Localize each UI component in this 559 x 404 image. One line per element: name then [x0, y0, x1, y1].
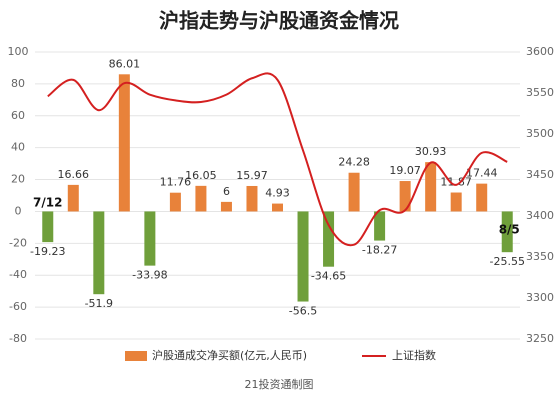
data-label: 16.66: [58, 168, 90, 181]
data-label: -33.98: [132, 269, 167, 282]
data-label: -51.9: [85, 297, 113, 310]
bar: [323, 211, 335, 267]
y-tick-label: 40: [11, 141, 25, 154]
legend-label: 上证指数: [392, 348, 436, 362]
legend-label: 沪股通成交净买额(亿元,人民币): [152, 348, 307, 362]
bar: [399, 181, 411, 212]
data-label: 19.07: [389, 164, 421, 177]
data-label: -19.23: [30, 245, 65, 258]
y-tick-label: 60: [11, 109, 25, 122]
data-label: 86.01: [109, 57, 141, 70]
bar: [246, 185, 258, 212]
y-tick-label: 20: [11, 173, 25, 186]
y-tick-label: -20: [9, 236, 27, 249]
data-label: -25.55: [490, 255, 525, 268]
bar: [476, 183, 488, 212]
data-label: -56.5: [289, 305, 317, 318]
bar: [374, 211, 386, 241]
chart-title: 沪指走势与沪股通资金情况: [159, 9, 399, 33]
data-label: 6: [223, 185, 230, 198]
y-tick-label: 100: [8, 45, 29, 58]
bar: [67, 184, 79, 212]
source: 21投资通制图: [245, 377, 314, 391]
x-tick-label: 7/12: [33, 196, 62, 210]
data-label: 16.05: [185, 169, 217, 182]
bar: [42, 211, 54, 243]
bar: [501, 211, 513, 253]
y-tick-label: 80: [11, 77, 25, 90]
bar: [195, 185, 207, 212]
bar: [425, 162, 437, 212]
y-tick-label: 0: [15, 204, 22, 217]
data-label: 11.76: [160, 176, 192, 189]
x-tick-label: 8/5: [499, 223, 520, 237]
y2-tick-label: 3450: [526, 168, 554, 181]
y-tick-label: -60: [9, 300, 27, 313]
bar: [93, 211, 105, 295]
y-tick-label: -40: [9, 268, 27, 281]
bar: [144, 211, 156, 266]
y-tick-label: -80: [9, 332, 27, 345]
y2-tick-label: 3500: [526, 127, 554, 140]
legend-swatch: [125, 351, 147, 361]
line: [47, 72, 508, 247]
bar: [169, 192, 181, 212]
data-label: 30.93: [415, 145, 447, 158]
data-label: -34.65: [311, 270, 346, 283]
data-label: 15.97: [236, 169, 268, 182]
data-label: 4.93: [265, 187, 290, 200]
bar: [220, 201, 232, 212]
bar: [297, 211, 309, 302]
bar: [450, 192, 462, 212]
bar: [348, 172, 360, 212]
data-label: 17.44: [466, 167, 498, 180]
y2-tick-label: 3400: [526, 209, 554, 222]
y2-tick-label: 3300: [526, 291, 554, 304]
bar: [118, 74, 130, 212]
bar: [272, 203, 283, 212]
y2-tick-label: 3250: [526, 332, 554, 345]
data-label: 24.28: [338, 156, 370, 169]
y2-tick-label: 3350: [526, 250, 554, 263]
y2-tick-label: 3550: [526, 86, 554, 99]
y2-tick-label: 3600: [526, 45, 554, 58]
data-label: -18.27: [362, 244, 397, 257]
